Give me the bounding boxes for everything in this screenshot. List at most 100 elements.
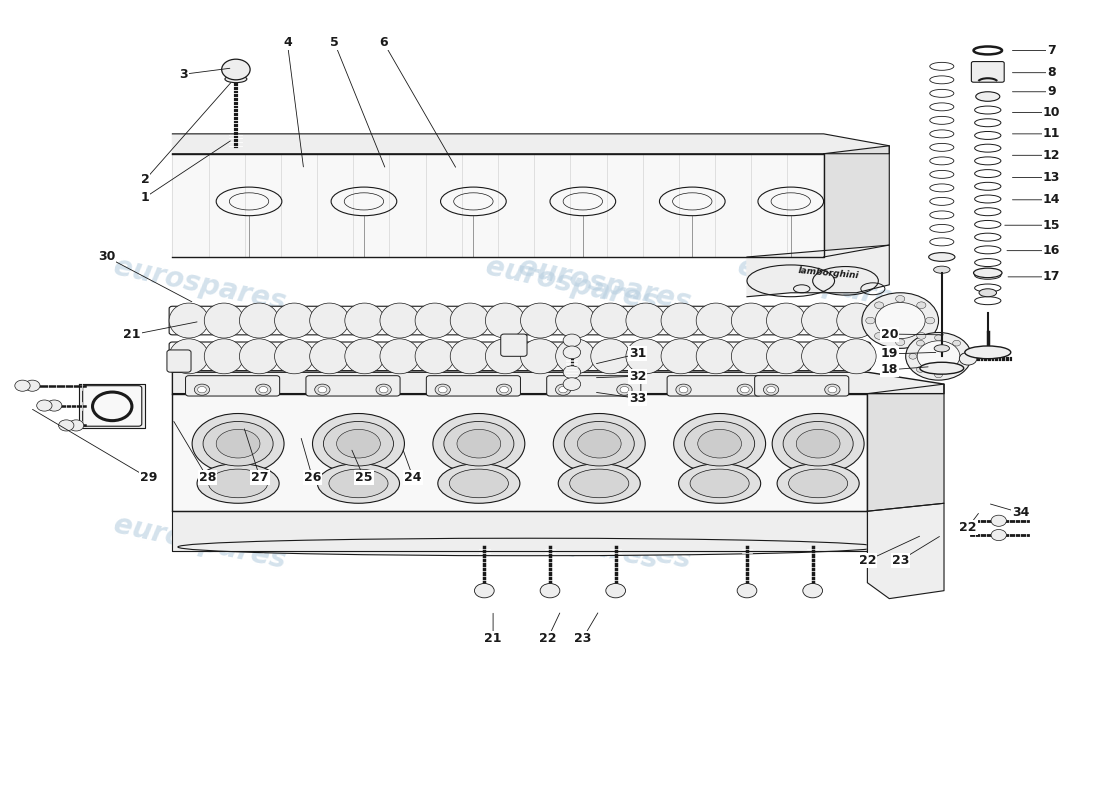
Ellipse shape	[591, 303, 630, 338]
Ellipse shape	[965, 346, 1011, 358]
Ellipse shape	[837, 303, 876, 338]
Circle shape	[959, 352, 977, 365]
Circle shape	[905, 333, 971, 380]
FancyBboxPatch shape	[186, 376, 279, 396]
Circle shape	[559, 386, 568, 393]
Text: 4: 4	[283, 36, 292, 49]
Ellipse shape	[802, 339, 842, 374]
Ellipse shape	[591, 339, 630, 374]
Ellipse shape	[485, 339, 525, 374]
Ellipse shape	[204, 422, 273, 466]
Text: 16: 16	[1043, 244, 1060, 257]
Ellipse shape	[802, 303, 842, 338]
Text: 15: 15	[1043, 218, 1060, 232]
Ellipse shape	[344, 339, 384, 374]
Circle shape	[763, 384, 779, 395]
Text: lamborghini: lamborghini	[799, 266, 860, 280]
Ellipse shape	[979, 289, 997, 297]
Polygon shape	[173, 511, 868, 551]
Circle shape	[679, 386, 688, 393]
Ellipse shape	[337, 430, 381, 458]
Ellipse shape	[684, 422, 755, 466]
Circle shape	[474, 583, 494, 598]
Circle shape	[960, 354, 968, 359]
Circle shape	[563, 334, 581, 346]
Circle shape	[222, 59, 250, 80]
Circle shape	[195, 384, 210, 395]
Ellipse shape	[240, 303, 278, 338]
Ellipse shape	[323, 422, 394, 466]
Circle shape	[876, 302, 925, 338]
Polygon shape	[747, 245, 889, 297]
Text: 21: 21	[123, 328, 141, 342]
Ellipse shape	[564, 422, 635, 466]
Text: 1: 1	[141, 191, 150, 204]
Circle shape	[315, 384, 330, 395]
Text: 11: 11	[1043, 127, 1060, 140]
Text: 22: 22	[959, 521, 977, 534]
Circle shape	[496, 384, 512, 395]
Text: 9: 9	[1047, 86, 1056, 98]
Ellipse shape	[275, 339, 314, 374]
Circle shape	[895, 339, 905, 346]
Ellipse shape	[433, 414, 525, 474]
Circle shape	[737, 384, 752, 395]
Circle shape	[620, 386, 629, 393]
Ellipse shape	[553, 414, 646, 474]
Ellipse shape	[205, 339, 244, 374]
Ellipse shape	[169, 303, 209, 338]
Text: 21: 21	[484, 632, 502, 645]
Ellipse shape	[205, 303, 244, 338]
Circle shape	[563, 366, 581, 378]
Text: eurospares: eurospares	[483, 511, 661, 575]
Text: eurospares: eurospares	[516, 253, 693, 317]
Circle shape	[916, 366, 924, 372]
Circle shape	[258, 386, 267, 393]
Ellipse shape	[415, 303, 454, 338]
Text: 14: 14	[1043, 194, 1060, 206]
Ellipse shape	[796, 430, 840, 458]
Ellipse shape	[556, 339, 595, 374]
Text: eurospares: eurospares	[483, 253, 661, 317]
Circle shape	[617, 384, 632, 395]
Ellipse shape	[169, 339, 209, 374]
Ellipse shape	[240, 339, 278, 374]
Ellipse shape	[192, 414, 284, 474]
Circle shape	[46, 400, 62, 411]
Circle shape	[953, 366, 960, 372]
Text: 27: 27	[251, 471, 268, 484]
Text: 5: 5	[330, 36, 339, 49]
Circle shape	[991, 515, 1006, 526]
Circle shape	[675, 384, 691, 395]
Ellipse shape	[732, 303, 771, 338]
Circle shape	[866, 318, 874, 324]
FancyBboxPatch shape	[306, 376, 400, 396]
Circle shape	[556, 384, 571, 395]
Ellipse shape	[974, 268, 1002, 278]
Circle shape	[499, 386, 508, 393]
Polygon shape	[868, 503, 944, 598]
Ellipse shape	[920, 362, 964, 374]
Ellipse shape	[679, 463, 761, 503]
Circle shape	[953, 340, 960, 346]
Circle shape	[68, 420, 84, 431]
Circle shape	[563, 378, 581, 390]
Ellipse shape	[558, 463, 640, 503]
Text: 28: 28	[199, 471, 216, 484]
Ellipse shape	[772, 414, 865, 474]
Text: 12: 12	[1043, 149, 1060, 162]
Circle shape	[862, 293, 938, 348]
Ellipse shape	[450, 339, 490, 374]
Ellipse shape	[275, 303, 314, 338]
Circle shape	[24, 380, 40, 391]
Ellipse shape	[976, 92, 1000, 102]
Text: eurospares: eurospares	[735, 253, 912, 317]
Ellipse shape	[329, 469, 388, 498]
Text: 18: 18	[881, 363, 898, 376]
Text: 13: 13	[1043, 171, 1060, 184]
Ellipse shape	[690, 469, 749, 498]
Circle shape	[376, 384, 392, 395]
Polygon shape	[79, 384, 145, 428]
Text: 33: 33	[629, 392, 646, 405]
Circle shape	[828, 386, 837, 393]
